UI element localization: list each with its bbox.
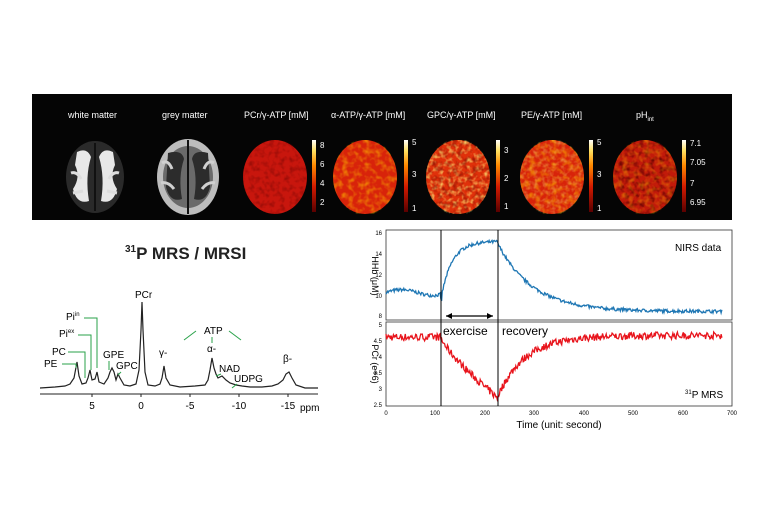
panel-title-ph: pHint [636, 110, 654, 123]
colorbar-tick: 5 [412, 138, 417, 147]
colorbar-tick: 3 [597, 170, 602, 179]
colorbar-tick: 6 [320, 160, 325, 169]
spectrum-xtick: -5 [186, 401, 195, 412]
mrs-series-line [385, 329, 723, 402]
spectrum-xtick: -15 [281, 401, 296, 412]
mrs-ytick: 4.5 [374, 339, 383, 345]
time-xtick: 300 [529, 411, 540, 417]
colorbar-tick: 7 [690, 179, 695, 188]
nirs-ytick: 8 [379, 314, 383, 320]
mrs-heading: 31P MRS / MRSI [125, 244, 247, 263]
time-xtick: 100 [430, 411, 441, 417]
spectrum-trace [39, 301, 318, 389]
peak-label-alpha: α- [207, 344, 216, 355]
peak-label-pi-ex: Piex [59, 329, 74, 340]
spectrum-xtick: 5 [89, 401, 95, 412]
panel-title-pcr: PCr/γ-ATP [mM] [244, 110, 309, 120]
colorbar-tick: 1 [597, 204, 602, 213]
nirs-legend: NIRS data [675, 243, 722, 254]
peak-leader-lines [62, 317, 242, 389]
mrs-ytick: 2.5 [374, 403, 383, 409]
nirs-series-line [385, 238, 723, 316]
nirs-ytick: 10 [375, 294, 382, 300]
time-xtick: 700 [727, 411, 738, 417]
mrs-ytick: 5 [379, 323, 383, 329]
peak-label-pi-in: Piin [66, 312, 80, 323]
colorbar-tick: 1 [412, 204, 417, 213]
peak-label-udpg: UDPG [234, 374, 263, 385]
nirs-ytick: 12 [375, 273, 382, 279]
exercise-label: exercise [443, 324, 488, 338]
mrs-ytick: 3 [379, 387, 383, 393]
colorbar-tick: 4 [320, 179, 325, 188]
panel-title-alpha-atp: α-ATP/γ-ATP [mM] [331, 110, 406, 120]
panel-title-gpc: GPC/γ-ATP [mM] [427, 110, 496, 120]
time-xtick: 200 [480, 411, 491, 417]
peak-label-beta: β- [283, 354, 292, 365]
panel-title-white-matter: white matter [68, 110, 118, 120]
time-xlabel: Time (unit: second) [516, 420, 601, 431]
time-xtick: 600 [678, 411, 689, 417]
panel-title-grey-matter: grey matter [162, 110, 208, 120]
mrs-ytick: 4 [379, 355, 383, 361]
mrs-legend: 31P MRS [685, 390, 724, 401]
spectrum-xunit: ppm [300, 403, 319, 414]
peak-label-atp: ATP [204, 326, 223, 337]
panel-title-pe: PE/γ-ATP [mM] [521, 110, 583, 120]
colorbar-tick: 1 [504, 202, 509, 211]
time-xtick: 400 [579, 411, 590, 417]
peak-label-gpc: GPC [116, 361, 138, 372]
peak-label-nad: NAD [219, 364, 240, 375]
peak-label-pe: PE [44, 359, 58, 370]
spectrum-xtick: -10 [232, 401, 247, 412]
mrs-ytick: 3.5 [374, 371, 383, 377]
nirs-plot-frame [385, 229, 733, 321]
mrs-ylabel: PCr (e+6) [370, 344, 380, 383]
peak-label-pc: PC [52, 347, 66, 358]
nirs-ytick: 14 [375, 252, 382, 258]
colorbar-tick: 7.1 [690, 139, 702, 148]
peak-label-gamma: γ- [159, 348, 167, 359]
nirs-ylabel: HHb (μM) [370, 256, 380, 295]
colorbar-tick: 8 [320, 141, 325, 150]
colorbar-tick: 7.05 [690, 158, 706, 167]
peak-label-pcr: PCr [135, 290, 153, 301]
colorbar-tick: 3 [504, 146, 509, 155]
spectrum-xtick: 0 [138, 401, 144, 412]
colorbar-tick: 3 [412, 170, 417, 179]
colorbar-tick: 5 [597, 138, 602, 147]
colorbar-tick: 2 [504, 174, 509, 183]
nirs-ytick: 16 [375, 231, 382, 237]
peak-label-gpe: GPE [103, 350, 124, 361]
colorbar-tick: 2 [320, 198, 325, 207]
time-xtick: 0 [384, 411, 388, 417]
time-xtick: 500 [628, 411, 639, 417]
recovery-label: recovery [502, 324, 548, 338]
colorbar-tick: 6.95 [690, 198, 706, 207]
